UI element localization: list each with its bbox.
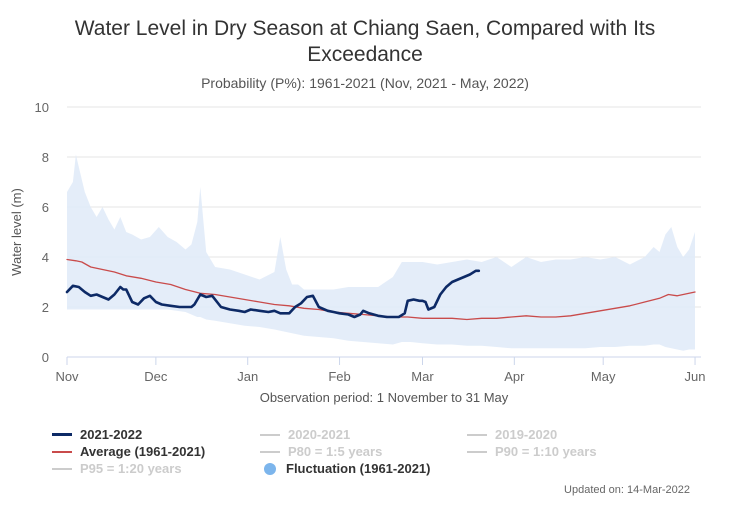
legend-item[interactable]: Fluctuation (1961-2021) xyxy=(260,461,431,476)
x-tick-label: Apr xyxy=(504,369,525,384)
legend-swatch xyxy=(467,450,487,453)
legend-label: Average (1961-2021) xyxy=(80,444,206,459)
legend-label: P95 = 1:20 years xyxy=(80,461,182,476)
y-tick-label: 10 xyxy=(35,100,49,115)
legend-label: 2021-2022 xyxy=(80,427,143,442)
y-axis-label: Water level (m) xyxy=(9,188,24,276)
x-tick-label: Dec xyxy=(144,369,168,384)
legend-item[interactable]: P90 = 1:10 years xyxy=(467,444,597,459)
legend-swatch xyxy=(52,450,72,453)
x-tick-label: Jan xyxy=(237,369,258,384)
legend-swatch xyxy=(467,433,487,436)
y-tick-label: 6 xyxy=(42,200,49,215)
legend-swatch xyxy=(52,433,72,436)
legend-swatch xyxy=(52,467,72,470)
legend-item[interactable]: 2019-2020 xyxy=(467,427,557,442)
chart-legend: 2021-2022 2020-2021 2019-2020 Average (1961… xyxy=(52,427,712,487)
legend-label: 2019-2020 xyxy=(495,427,558,442)
y-tick-label: 8 xyxy=(42,150,49,165)
legend-swatch xyxy=(260,433,280,436)
legend-label: P80 = 1:5 years xyxy=(288,444,383,459)
x-tick-label: Feb xyxy=(328,369,350,384)
x-tick-label: Nov xyxy=(55,369,79,384)
x-tick-label: Jun xyxy=(685,369,706,384)
legend-item[interactable]: 2021-2022 xyxy=(52,427,142,442)
legend-label: 2020-2021 xyxy=(288,427,351,442)
y-tick-label: 2 xyxy=(42,300,49,315)
legend-swatch xyxy=(260,450,280,453)
y-tick-label: 4 xyxy=(42,250,49,265)
series-area xyxy=(65,154,696,351)
legend-item[interactable]: Average (1961-2021) xyxy=(52,444,205,459)
chart-subtitle: Probability (P%): 1961-2021 (Nov, 2021 -… xyxy=(201,75,529,91)
fluctuation-band xyxy=(67,154,695,351)
axes: 0 2 4 6 8 10 Nov Dec Jan Feb Mar Apr May Jun xyxy=(35,100,706,384)
x-tick-label: May xyxy=(591,369,616,384)
series-line-2021-2022 xyxy=(65,269,481,319)
legend-label: P90 = 1:10 years xyxy=(495,444,597,459)
legend-label: Fluctuation (1961-2021) xyxy=(286,461,431,476)
chart-title: Water Level in Dry Season at Chiang Saen… xyxy=(74,17,656,66)
legend-item[interactable]: P80 = 1:5 years xyxy=(260,444,382,459)
x-tick-label: Mar xyxy=(411,369,434,384)
y-tick-label: 0 xyxy=(42,350,49,365)
legend-swatch xyxy=(264,462,276,475)
updated-note: Updated on: 14-Mar-2022 xyxy=(564,484,690,496)
x-axis-label: Observation period: 1 November to 31 May xyxy=(260,390,509,405)
legend-item[interactable]: P95 = 1:20 years xyxy=(52,461,182,476)
legend-item[interactable]: 2020-2021 xyxy=(260,427,350,442)
